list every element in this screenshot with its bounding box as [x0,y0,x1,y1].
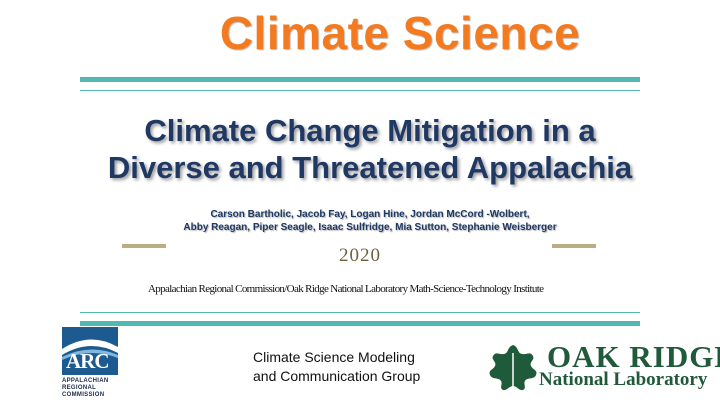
ornl-lab-name: National Laboratory [539,369,708,390]
left-accent-bar [122,244,166,248]
slide-header-title: Climate Science [219,7,581,59]
author-line-1: Carson Bartholic, Jacob Fay, Logan Hine,… [210,209,530,220]
arc-word-3: COMMISSION [62,392,105,398]
affiliation-text: Appalachian Regional Commission/Oak Ridg… [148,283,544,295]
right-accent-bar [552,244,596,248]
arc-logo: ARC APPALACHIAN REGIONAL COMMISSION [62,327,120,399]
author-list: Carson Bartholic, Jacob Fay, Logan Hine,… [150,208,590,234]
arc-emblem: ARC [62,327,118,375]
arc-wordmark: APPALACHIAN REGIONAL COMMISSION [62,378,120,399]
arc-swoosh-icon [62,339,118,360]
top-rule-thick [80,77,640,82]
oak-leaf-icon [489,345,537,391]
slide-title-line-1: Climate Change Mitigation in a [144,113,596,148]
group-name: Climate Science Modeling and Communicati… [253,348,420,386]
slide-title-line-2: Diverse and Threatened Appalachia [107,150,633,185]
group-name-line-1: Climate Science Modeling [253,349,415,365]
author-line-2: Abby Reagan, Piper Seagle, Isaac Sulfrid… [183,222,557,233]
arc-abbrev: ARC [66,349,109,373]
arc-word-2: REGIONAL [62,385,97,391]
group-name-line-2: and Communication Group [253,368,421,384]
slide-title: Climate Change Mitigation in a Diverse a… [70,112,670,186]
top-rule-thin [80,90,640,91]
bottom-rule-thin [80,312,640,313]
bottom-rule-thick [80,321,640,326]
year-label: 2020 [339,245,381,266]
ornl-name: OAK RIDGE [547,339,720,374]
arc-word-1: APPALACHIAN [62,378,109,384]
ornl-logo: OAK RIDGE National Laboratory [487,339,720,399]
